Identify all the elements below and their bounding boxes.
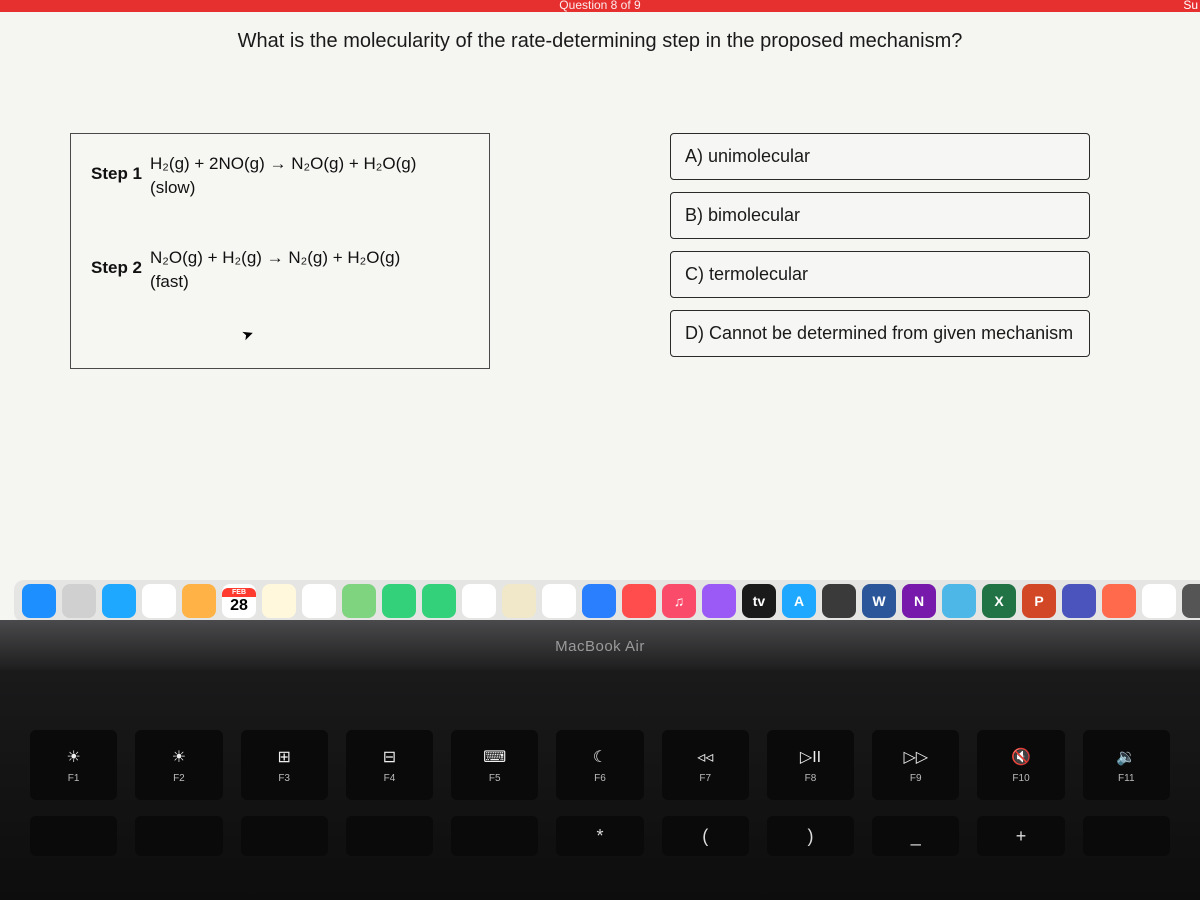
step2-equation: N₂O(g) + H₂(g) → N₂(g) + H₂O(g) xyxy=(150,248,400,268)
dock-icon-music[interactable]: ♫ xyxy=(662,584,696,618)
dock-icon-messages[interactable] xyxy=(382,584,416,618)
laptop-bezel: MacBook Air xyxy=(0,620,1200,670)
answer-c[interactable]: C) termolecular xyxy=(670,251,1090,298)
quiz-topbar: Question 8 of 9 Su xyxy=(0,0,1200,12)
question-counter: Question 8 of 9 xyxy=(559,0,640,12)
dock-container: FEB28 ♫ tvA WN XP xyxy=(0,580,1200,622)
dock-icon-onenote[interactable]: N xyxy=(902,584,936,618)
answer-b[interactable]: B) bimolecular xyxy=(670,192,1090,239)
step1-equation: H₂(g) + 2NO(g) → N₂O(g) + H₂O(g) xyxy=(150,154,416,174)
key-num-2[interactable] xyxy=(241,816,328,856)
key-f3[interactable]: ⊞F3 xyxy=(241,730,328,800)
dock-icon-facetime[interactable] xyxy=(422,584,456,618)
question-text: What is the molecularity of the rate-det… xyxy=(40,30,1160,53)
key-f4[interactable]: ⊟F4 xyxy=(346,730,433,800)
question-area: What is the molecularity of the rate-det… xyxy=(0,12,1200,369)
key-num-7[interactable]: ) xyxy=(767,816,854,856)
key-f8[interactable]: ▷IIF8 xyxy=(767,730,854,800)
dock-icon-powerpoint[interactable]: P xyxy=(1022,584,1056,618)
key-num-6[interactable]: ( xyxy=(662,816,749,856)
key-f6[interactable]: ☾F6 xyxy=(556,730,643,800)
mechanism-step-2: Step 2 N₂O(g) + H₂(g) → N₂(g) + H₂O(g) (… xyxy=(91,248,465,292)
dock-icon-finder[interactable] xyxy=(22,584,56,618)
key-num-5[interactable]: * xyxy=(556,816,643,856)
key-num-4[interactable] xyxy=(451,816,538,856)
mechanism-step-1: Step 1 H₂(g) + 2NO(g) → N₂O(g) + H₂O(g) … xyxy=(91,154,465,198)
dock-icon-edit[interactable] xyxy=(502,584,536,618)
topbar-right-truncated: Su xyxy=(1183,0,1198,12)
dock-icon-launchpad[interactable] xyxy=(62,584,96,618)
dock-icon-notes[interactable] xyxy=(262,584,296,618)
dock-icon-chrome[interactable] xyxy=(142,584,176,618)
answer-d[interactable]: D) Cannot be determined from given mecha… xyxy=(670,310,1090,357)
key-f11[interactable]: 🔉F11 xyxy=(1083,730,1170,800)
dock-icon-folder[interactable] xyxy=(182,584,216,618)
answer-a[interactable]: A) unimolecular xyxy=(670,133,1090,180)
function-key-row: ☀F1 ☀F2 ⊞F3 ⊟F4 ⌨F5 ☾F6 ◃◃F7 ▷IIF8 ▷▷F9 🔇F10 🔉F11 xyxy=(30,730,1170,800)
key-f2[interactable]: ☀F2 xyxy=(135,730,222,800)
dock-icon-podcasts[interactable] xyxy=(702,584,736,618)
key-f5[interactable]: ⌨F5 xyxy=(451,730,538,800)
dock-icon-reminders[interactable] xyxy=(302,584,336,618)
key-num-9[interactable]: + xyxy=(977,816,1064,856)
key-f7[interactable]: ◃◃F7 xyxy=(662,730,749,800)
dock-icon-tv[interactable]: tv xyxy=(742,584,776,618)
dock-icon-appstore[interactable]: A xyxy=(782,584,816,618)
content-row: Step 1 H₂(g) + 2NO(g) → N₂O(g) + H₂O(g) … xyxy=(40,133,1160,369)
key-f10[interactable]: 🔇F10 xyxy=(977,730,1064,800)
key-f1[interactable]: ☀F1 xyxy=(30,730,117,800)
dock-icon-keynote[interactable] xyxy=(582,584,616,618)
key-num-0[interactable] xyxy=(30,816,117,856)
screen-content: Question 8 of 9 Su What is the molecular… xyxy=(0,0,1200,620)
dock-icon-photos[interactable] xyxy=(462,584,496,618)
key-num-1[interactable] xyxy=(135,816,222,856)
mechanism-box: Step 1 H₂(g) + 2NO(g) → N₂O(g) + H₂O(g) … xyxy=(70,133,490,369)
step2-label: Step 2 xyxy=(91,248,142,292)
dock-icon-safari[interactable] xyxy=(102,584,136,618)
key-f9[interactable]: ▷▷F9 xyxy=(872,730,959,800)
dock-icon-camera[interactable] xyxy=(1102,584,1136,618)
dock-icon-teams[interactable] xyxy=(1062,584,1096,618)
dock-icon-maps[interactable] xyxy=(342,584,376,618)
dock-icon-other[interactable] xyxy=(1182,584,1200,618)
dock-icon-calendar[interactable]: FEB28 xyxy=(222,584,256,618)
step1-rate: (slow) xyxy=(150,178,416,198)
dock-icon-siri[interactable] xyxy=(822,584,856,618)
step1-label: Step 1 xyxy=(91,154,142,198)
dock-icon-word[interactable]: W xyxy=(862,584,896,618)
number-key-row: * () _ + xyxy=(30,816,1170,856)
key-num-8[interactable]: _ xyxy=(872,816,959,856)
dock-icon-flag[interactable] xyxy=(1142,584,1176,618)
answer-choices: A) unimolecular B) bimolecular C) termol… xyxy=(670,133,1090,369)
key-num-3[interactable] xyxy=(346,816,433,856)
laptop-keyboard: ☀F1☀F2⊞F3⊟F4⌨F5☾F6◃◃F7▷IIF8▷▷F9🔇F10🔉F11 … xyxy=(0,670,1200,900)
macos-dock[interactable]: FEB28 ♫ tvA WN XP xyxy=(14,580,1200,622)
key-num-10[interactable] xyxy=(1083,816,1170,856)
dock-icon-excel[interactable]: X xyxy=(982,584,1016,618)
dock-icon-safari2[interactable] xyxy=(622,584,656,618)
dock-icon-mail[interactable] xyxy=(942,584,976,618)
step2-rate: (fast) xyxy=(150,272,400,292)
dock-icon-numbers[interactable] xyxy=(542,584,576,618)
laptop-model-label: MacBook Air xyxy=(555,638,645,655)
